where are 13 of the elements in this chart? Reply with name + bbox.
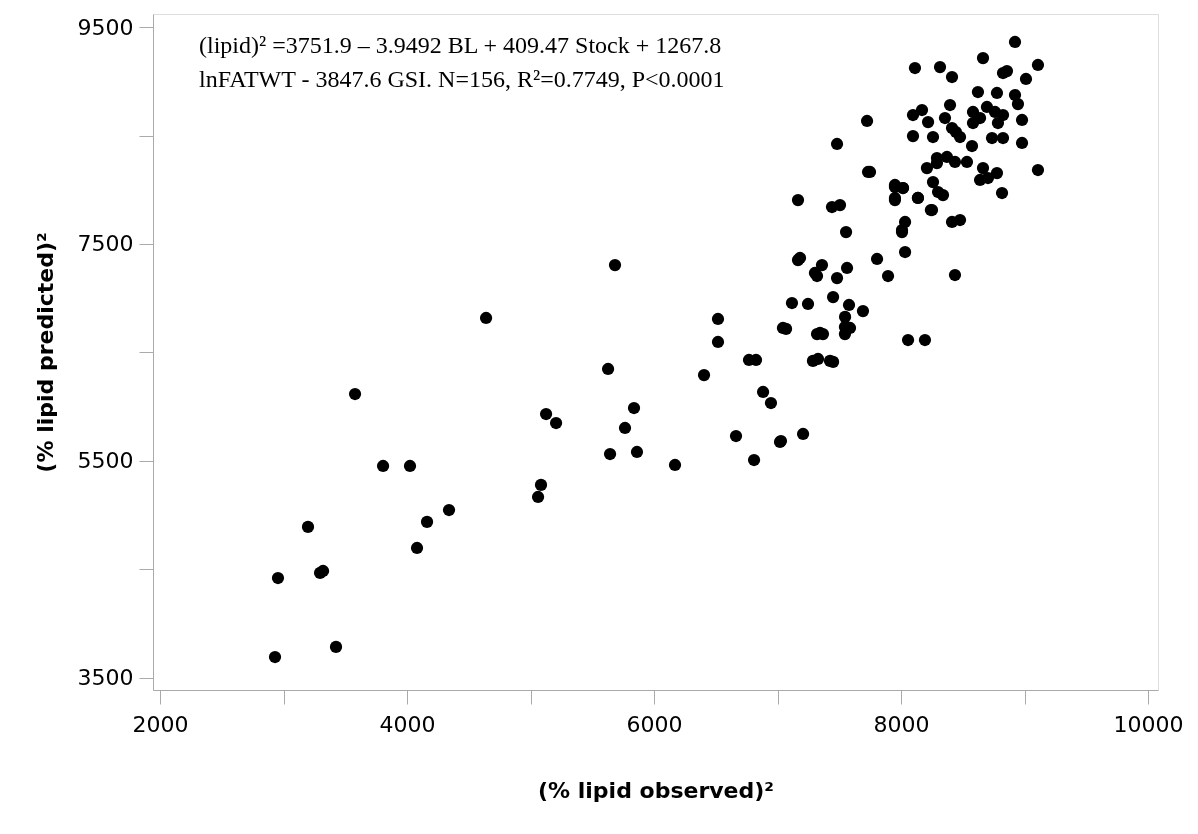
x-tick-label: 2000 bbox=[132, 711, 189, 737]
y-tick-label: 3500 bbox=[77, 665, 134, 691]
x-axis-title: (% lipid observed)² bbox=[538, 777, 774, 803]
x-tick-label: 6000 bbox=[626, 711, 683, 737]
annotation: lnFATWT - 3847.6 GSI. N=156, R²=0.7749, P<0.0001 bbox=[199, 66, 725, 92]
y-tick-label: 7500 bbox=[77, 231, 134, 257]
annotation: (lipid)² =3751.9 – 3.9492 BL + 409.47 Stock + 1267.8 bbox=[199, 32, 722, 58]
y-tick-label: 9500 bbox=[77, 14, 134, 40]
x-tick-label: 10000 bbox=[1113, 711, 1184, 737]
x-tick-label: 8000 bbox=[873, 711, 930, 737]
y-axis-title: (% lipid predicted)² bbox=[32, 232, 58, 473]
x-tick-label: 4000 bbox=[379, 711, 436, 737]
y-tick-label: 5500 bbox=[77, 448, 134, 474]
